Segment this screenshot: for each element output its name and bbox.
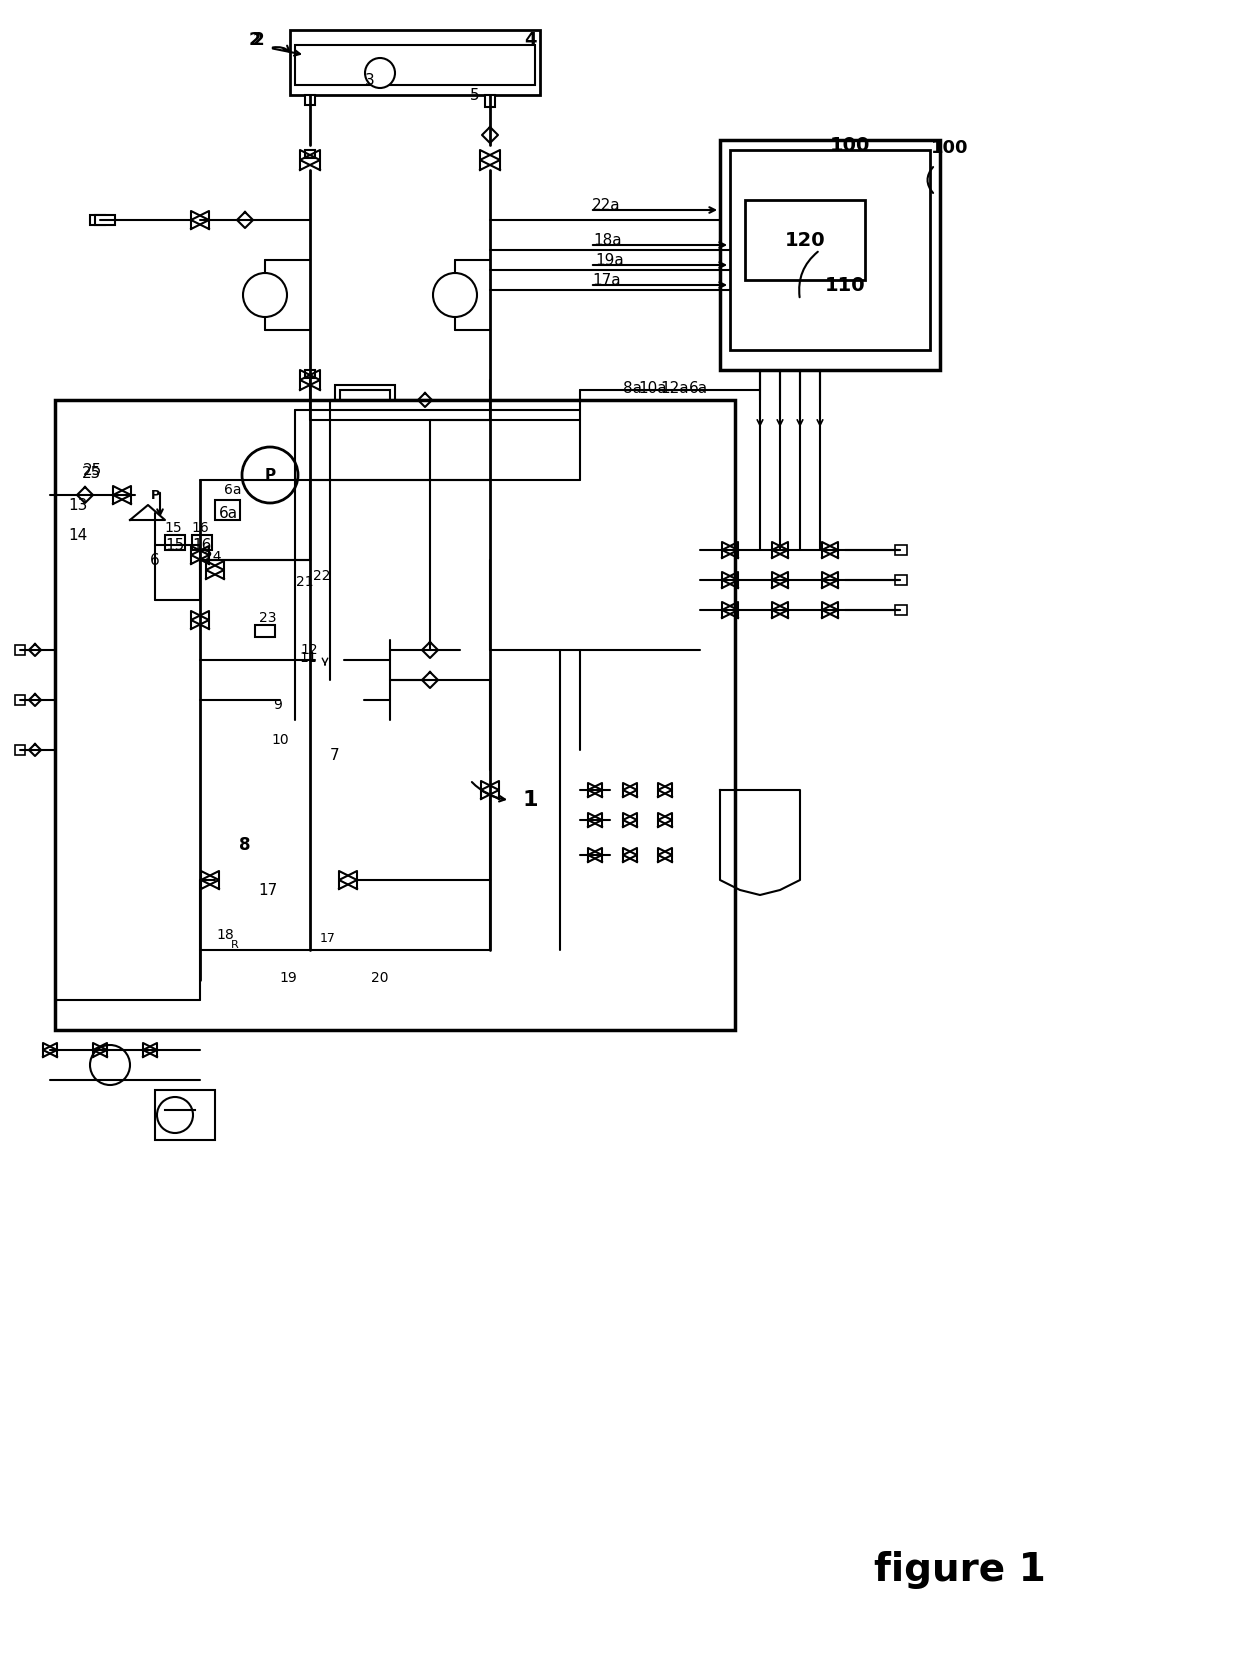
Text: 15: 15 [164,521,182,536]
Bar [895,545,906,555]
Text: 4: 4 [523,31,536,50]
Text: 6a: 6a [688,380,708,395]
Circle shape [91,1045,130,1084]
Text: 10: 10 [272,732,289,747]
Text: 17: 17 [320,932,336,944]
Circle shape [217,927,253,964]
Bar [675,785,687,795]
Bar [895,605,906,615]
Bar [340,390,391,410]
Text: 16: 16 [191,521,208,536]
Text: 14: 14 [68,527,88,542]
Circle shape [281,706,309,734]
Bar [745,200,866,279]
Bar [365,995,425,1020]
Text: 100: 100 [931,139,968,157]
Text: 100: 100 [830,136,870,154]
Text: 21: 21 [296,575,314,588]
Bar [91,215,105,225]
Bar [675,850,687,860]
Bar [350,711,384,726]
Bar [295,921,360,960]
Text: 18: 18 [216,927,234,942]
Bar [339,869,348,878]
Text: R: R [231,941,239,950]
Text: 110: 110 [825,276,866,294]
Text: 17: 17 [258,883,278,898]
Bar [15,746,25,755]
Circle shape [316,666,343,694]
Circle shape [365,58,396,88]
Bar [730,150,930,350]
Bar [275,990,305,1005]
Text: 22a: 22a [591,197,620,213]
Text: 23: 23 [259,612,277,625]
Bar [155,1089,215,1141]
Bar [192,536,212,550]
Circle shape [243,273,286,317]
Bar [485,780,495,788]
Bar [95,215,115,225]
Bar [15,645,25,655]
Bar [895,575,906,585]
Text: 17a: 17a [593,273,621,288]
Bar [360,990,430,1025]
Bar [200,869,210,878]
Text: 6a: 6a [224,483,242,498]
Text: 25: 25 [82,463,102,478]
Text: 19a: 19a [595,253,625,268]
Bar [165,536,185,550]
Text: 19: 19 [279,970,296,985]
Bar [485,94,495,107]
Text: 3: 3 [365,73,374,88]
Bar [355,669,391,684]
Bar [305,150,315,159]
Text: 9: 9 [274,698,283,712]
Bar [720,141,940,370]
Bar [215,499,241,521]
Text: 10a: 10a [639,380,667,395]
Bar [335,385,396,415]
Bar [15,694,25,704]
Text: 2: 2 [249,31,262,50]
Bar [290,30,539,94]
Text: 12: 12 [300,643,317,656]
Text: P: P [150,489,160,501]
Bar [195,610,205,618]
Text: 7: 7 [330,747,340,762]
Text: 11: 11 [299,651,317,665]
Bar [295,45,534,84]
Text: 24: 24 [205,550,222,564]
Text: 25: 25 [82,466,100,481]
Text: 5: 5 [470,88,480,102]
Text: 8: 8 [239,836,250,855]
Text: 22: 22 [314,569,331,584]
Text: 6: 6 [150,552,160,567]
Text: 15: 15 [165,537,185,552]
Circle shape [157,1098,193,1132]
Bar [255,625,275,636]
Text: 18a: 18a [594,233,622,248]
Bar [300,926,355,955]
Text: 6a: 6a [218,506,238,521]
Circle shape [236,858,280,903]
Text: P: P [264,468,275,483]
Bar [55,400,735,1030]
Text: 2: 2 [252,31,264,50]
Circle shape [433,273,477,317]
Text: 1: 1 [522,790,538,810]
Text: 12a: 12a [661,380,689,395]
Text: 20: 20 [371,970,389,985]
Text: 16: 16 [192,537,212,552]
Bar [305,370,315,379]
Circle shape [242,446,298,503]
Text: 13: 13 [68,498,88,512]
Text: 120: 120 [785,230,826,250]
Text: figure 1: figure 1 [874,1551,1045,1589]
Bar [305,94,315,106]
Circle shape [283,858,327,903]
Text: 8a: 8a [624,380,642,395]
Circle shape [136,478,174,512]
Bar [675,815,687,825]
